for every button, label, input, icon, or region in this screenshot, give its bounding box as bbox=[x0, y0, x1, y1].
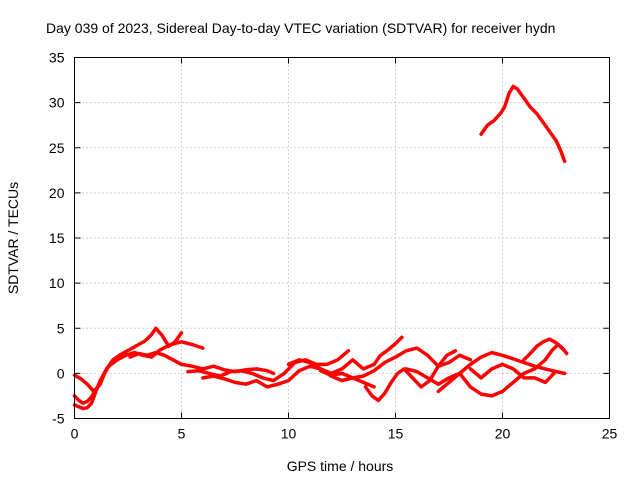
series-trace-12 bbox=[468, 362, 556, 385]
y-axis-label: SDTVAR / TECUs bbox=[5, 182, 21, 294]
series-trace-10 bbox=[404, 342, 567, 398]
y-tick-label: 35 bbox=[49, 50, 65, 66]
series-trace-1 bbox=[72, 326, 184, 411]
series-group bbox=[72, 84, 569, 411]
chart-title: Day 039 of 2023, Sidereal Day-to-day VTE… bbox=[46, 20, 555, 36]
series-trace-2 bbox=[72, 340, 205, 394]
series-trace-4 bbox=[128, 350, 276, 376]
grid bbox=[74, 57, 610, 419]
y-tick-label: 20 bbox=[49, 185, 65, 201]
y-tick-label: 0 bbox=[57, 365, 65, 381]
y-tick-label: 25 bbox=[49, 140, 65, 156]
x-tick-label: 5 bbox=[178, 426, 186, 442]
series-trace-8 bbox=[318, 346, 473, 380]
series-trace-3 bbox=[72, 387, 98, 405]
series-trace-11 bbox=[436, 350, 567, 394]
y-tick-label: 10 bbox=[49, 275, 65, 291]
series-trace-14 bbox=[479, 84, 567, 164]
ticks: 0 5 10 15 20 25 -5 0 5 10 15 20 25 30 35 bbox=[49, 50, 618, 442]
y-tick-label: 15 bbox=[49, 230, 65, 246]
y-tick-label: 30 bbox=[49, 95, 65, 111]
series-trace-7 bbox=[286, 335, 404, 376]
y-tick-label: 5 bbox=[57, 320, 65, 336]
series-trace-13 bbox=[522, 337, 569, 362]
series-trace-6 bbox=[201, 364, 376, 389]
x-tick-label: 10 bbox=[281, 426, 297, 442]
x-tick-label: 20 bbox=[495, 426, 511, 442]
y-tick-label: -5 bbox=[52, 411, 65, 427]
x-tick-label: 25 bbox=[602, 426, 618, 442]
x-tick-label: 0 bbox=[71, 426, 79, 442]
x-tick-label: 15 bbox=[388, 426, 404, 442]
x-axis-label: GPS time / hours bbox=[287, 458, 394, 474]
series-trace-9 bbox=[363, 349, 458, 403]
